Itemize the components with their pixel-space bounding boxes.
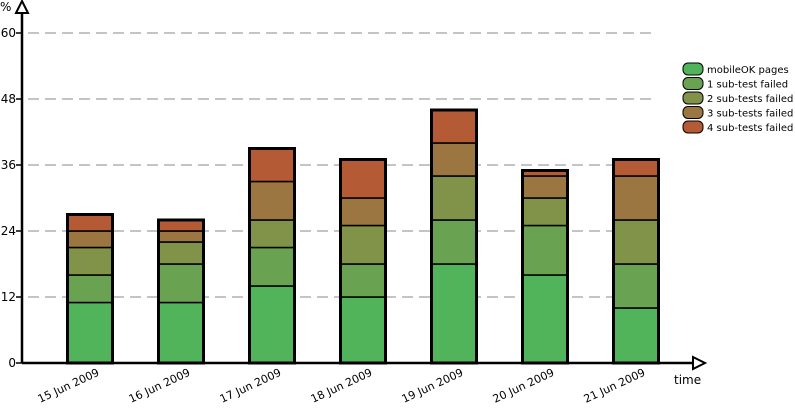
bar-stack (612, 158, 660, 365)
bar-segment (339, 296, 387, 364)
x-tick-label: 19 Jun 2009 (400, 366, 465, 406)
bar-stack (66, 213, 114, 365)
bar-stack (248, 147, 296, 365)
bar-segment (157, 230, 205, 243)
bar-segment (157, 301, 205, 364)
bar-segment (612, 158, 660, 177)
bar-segment (157, 241, 205, 265)
bar-segment (612, 263, 660, 309)
bar-segment (521, 175, 569, 199)
bar-segment (612, 219, 660, 265)
y-axis-arrow-icon (14, 0, 30, 14)
bar-segment (157, 219, 205, 232)
legend-label: 3 sub-tests failed (707, 109, 793, 120)
bar-stack (157, 218, 205, 365)
bar-segment (248, 180, 296, 221)
x-tick-label: 20 Jun 2009 (491, 366, 556, 406)
legend-swatch (682, 106, 704, 119)
x-tick-labels: 15 Jun 2009 16 Jun 2009 17 Jun 2009 18 Jun … (36, 366, 647, 406)
legend-label: 2 sub-tests failed (707, 94, 793, 105)
y-tick-label: 60 (1, 26, 16, 40)
bars (66, 108, 660, 365)
y-tick-label: 48 (1, 92, 16, 106)
x-axis-arrow-icon (692, 355, 708, 371)
bar-segment (66, 246, 114, 276)
bar-segment (248, 285, 296, 364)
bar-segment (521, 197, 569, 227)
bar-segment (612, 307, 660, 364)
bar-segment (248, 219, 296, 249)
bar-segment (521, 224, 569, 276)
bar-segment (339, 263, 387, 298)
x-axis-label: time (674, 373, 701, 387)
bar-segment (339, 197, 387, 227)
bar-segment (521, 274, 569, 364)
y-tick-label: 36 (1, 158, 16, 172)
y-tick-label: 0 (8, 356, 16, 370)
legend-swatch (682, 62, 704, 76)
bar-segment (339, 224, 387, 265)
legend-label: 1 sub-test failed (707, 80, 788, 91)
legend-swatch (682, 77, 704, 90)
x-tick-label: 16 Jun 2009 (127, 366, 192, 406)
bar-stack (521, 169, 569, 365)
y-tick-label: 12 (1, 290, 16, 304)
bar-segment (157, 263, 205, 304)
bar-segment (430, 175, 478, 221)
bar-segment (339, 158, 387, 199)
bar-segment (430, 219, 478, 265)
y-tick-label: 24 (1, 224, 16, 238)
bar-stack (339, 158, 387, 365)
x-tick-label: 21 Jun 2009 (582, 366, 647, 406)
bar-segment (430, 142, 478, 177)
bar-segment (248, 147, 296, 183)
y-tick-labels: 0 12 24 36 48 60 (1, 26, 22, 370)
x-tick-label: 17 Jun 2009 (218, 366, 283, 406)
x-tick-label: 15 Jun 2009 (36, 366, 101, 406)
y-axis-unit: % (0, 0, 11, 14)
bar-segment (66, 230, 114, 249)
legend-swatch (682, 120, 704, 134)
bar-segment (66, 213, 114, 232)
bar-segment (612, 175, 660, 221)
bar-segment (66, 301, 114, 364)
bar-segment (66, 274, 114, 304)
legend: mobileOK pages 1 sub-test failed 2 sub-tes… (682, 62, 793, 134)
axes: % time (0, 0, 708, 387)
bar-segment (430, 109, 478, 144)
x-tick-label: 18 Jun 2009 (309, 366, 374, 406)
legend-label: 4 sub-tests failed (707, 123, 793, 134)
bar-segment (430, 263, 478, 364)
legend-swatch (682, 91, 704, 105)
legend-label: mobileOK pages (707, 65, 789, 76)
bar-stack (430, 108, 478, 365)
bar-segment (248, 246, 296, 287)
